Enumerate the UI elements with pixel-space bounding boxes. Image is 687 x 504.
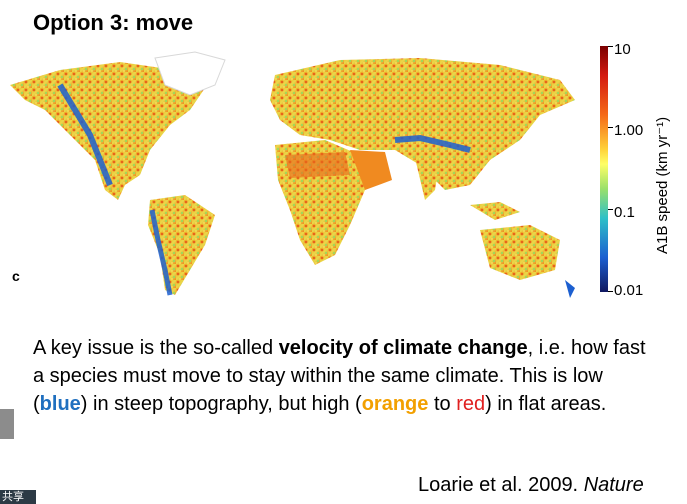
colorbar-tick xyxy=(608,209,613,210)
climate-velocity-map-image xyxy=(10,51,575,298)
body-text-segment: to xyxy=(428,393,457,415)
colorbar xyxy=(600,46,608,292)
colorbar-tick-label: 1.00 xyxy=(614,122,644,139)
key-term: velocity of climate change xyxy=(278,337,528,359)
colorbar-tick xyxy=(608,291,613,292)
new-zealand-landmass xyxy=(565,280,575,298)
greenland-landmass xyxy=(154,51,226,96)
world-map xyxy=(0,40,600,300)
colorbar-axis-label: A1B speed (km yr⁻¹) xyxy=(654,116,671,254)
colorbar-tick xyxy=(608,46,613,47)
colorbar-tick-label: 0.01 xyxy=(614,282,644,299)
highlight-blue: blue xyxy=(39,393,81,415)
indonesia-landmass xyxy=(470,202,520,220)
highlight-red: red xyxy=(456,393,486,415)
share-button[interactable]: 共享 xyxy=(0,490,36,504)
highlight-orange: orange xyxy=(361,393,429,415)
himalaya-band xyxy=(394,134,471,153)
rocky-mountains-band xyxy=(57,83,113,187)
eurasia-landmass xyxy=(270,58,575,190)
slide-title: Option 3: move xyxy=(33,10,194,35)
citation-journal: Nature xyxy=(583,474,644,496)
colorbar-tick-label: 0.1 xyxy=(614,204,635,221)
body-text-segment: , i.e. how fast a species must move to s… xyxy=(33,337,646,415)
body-text-segment: ) in steep topography, but high ( xyxy=(80,393,362,415)
north-america-landmass xyxy=(10,62,205,200)
body-text-segment: A key issue is the so-called xyxy=(33,337,279,359)
arabia-landmass xyxy=(350,150,392,190)
body-paragraph: A key issue is the so-called velocity of… xyxy=(33,334,653,418)
body-text-segment: ) in flat areas. xyxy=(485,393,607,415)
australia-landmass xyxy=(480,225,560,280)
citation-authors: Loarie et al. 2009. xyxy=(418,474,584,496)
colorbar-tick xyxy=(608,127,613,128)
panel-letter: c xyxy=(12,268,20,284)
andes-band xyxy=(149,209,173,296)
sahara-hotspot xyxy=(285,152,350,178)
side-panel-toggle[interactable] xyxy=(0,409,14,439)
india-landmass xyxy=(415,158,440,200)
colorbar-tick-label: 10 xyxy=(614,41,631,58)
citation: Loarie et al. 2009. Nature xyxy=(418,474,644,497)
